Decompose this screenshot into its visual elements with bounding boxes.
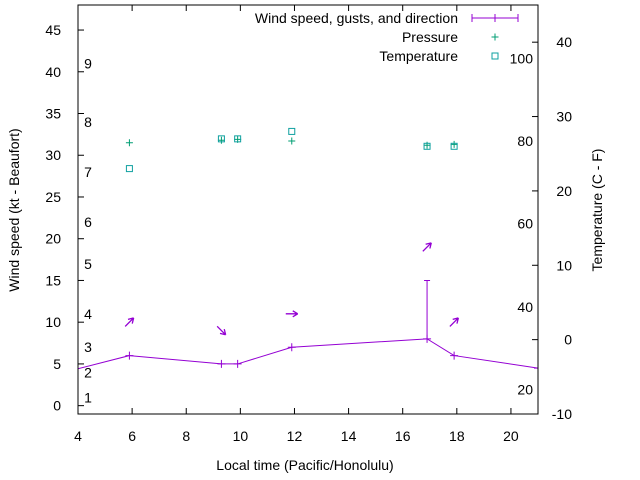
- pressure-point: [217, 136, 225, 144]
- beaufort-label: 8: [84, 114, 92, 130]
- y-tick-label: 15: [45, 272, 61, 288]
- y2-tick-label: 10: [556, 257, 572, 273]
- x-tick-label: 8: [182, 428, 190, 444]
- beaufort-label: 6: [84, 214, 92, 230]
- wind-direction-arrow-shape: [285, 310, 299, 318]
- plot-content: [60, 127, 538, 376]
- pressure-point: [423, 141, 431, 149]
- y-axis-title: Wind speed (kt - Beaufort): [6, 128, 22, 291]
- beaufort-label: 9: [84, 55, 92, 71]
- temperature-point: [125, 165, 133, 173]
- wind-speed-point: [233, 359, 242, 368]
- wind-direction-arrow: [422, 242, 432, 252]
- beaufort-label: 4: [84, 306, 92, 322]
- temperature-point: [217, 135, 225, 143]
- y2-axis-title: Temperature (C - F): [589, 149, 605, 272]
- wind-speed-point: [217, 359, 226, 368]
- legend-label-wind: Wind speed, gusts, and direction: [255, 10, 458, 26]
- beaufort-label: 3: [84, 339, 92, 355]
- wind-speed-line: [78, 338, 538, 370]
- legend-swatches: [471, 14, 519, 60]
- tick-labels-layer: 4 6 8 10 12 14 16 18 20051015202530354045-100102…: [45, 22, 572, 444]
- x-tick-label: 16: [395, 428, 411, 444]
- x-tick-label: 18: [449, 428, 465, 444]
- y2-tick-label: 0: [564, 332, 572, 348]
- y-tick-label: 25: [45, 189, 61, 205]
- x-tick-label: 14: [341, 428, 357, 444]
- y2-tick-label: 20: [556, 183, 572, 199]
- fahrenheit-label: 100: [510, 51, 534, 67]
- beaufort-label: 7: [84, 164, 92, 180]
- fahrenheit-label: 20: [517, 381, 533, 397]
- beaufort-label: 1: [84, 389, 92, 405]
- y-tick-label: 20: [45, 231, 61, 247]
- legend-label-temperature: Temperature: [379, 48, 458, 64]
- temperature-point: [450, 142, 458, 150]
- pressure-point: [450, 140, 458, 148]
- legend-swatch-wind-marks: [471, 14, 519, 22]
- ticks-layer: [77, 5, 538, 415]
- y-tick-label: 30: [45, 147, 61, 163]
- series-layer: [60, 127, 538, 376]
- x-axis-title: Local time (Pacific/Honolulu): [216, 457, 393, 473]
- legend-label-pressure: Pressure: [402, 29, 458, 45]
- temperature-point: [423, 142, 431, 150]
- y-tick-label: 35: [45, 106, 61, 122]
- fahrenheit-label: 80: [517, 133, 533, 149]
- wind-gust-bar: [424, 279, 431, 339]
- y2-tick-label: -10: [552, 406, 572, 422]
- wind-direction-arrow-shape: [422, 242, 432, 252]
- wind-speed-point: [125, 351, 134, 360]
- wind-speed-point: [60, 368, 68, 376]
- y-tick-label: 5: [53, 356, 61, 372]
- legend-swatch-temperature: [491, 52, 499, 60]
- y-tick-label: 45: [45, 22, 61, 38]
- wind-direction-arrow: [124, 317, 135, 327]
- x-tick-label: 12: [287, 428, 303, 444]
- beaufort-label: 2: [84, 364, 92, 380]
- x-tick-label: 4: [74, 428, 82, 444]
- wind-direction-arrow-shape: [449, 317, 459, 327]
- wind-speed-point: [534, 364, 538, 373]
- wind-direction-arrow: [216, 325, 227, 336]
- pressure-point: [288, 137, 296, 145]
- y2-tick-label: 40: [556, 34, 572, 50]
- fahrenheit-label: 60: [517, 216, 533, 232]
- wind-direction-arrow-shape: [124, 317, 135, 327]
- legend-swatch-pressure: [491, 33, 499, 41]
- x-tick-label: 20: [503, 428, 519, 444]
- wind-direction-arrow-shape: [216, 325, 227, 336]
- temperature-point: [288, 127, 296, 135]
- x-tick-label: 6: [128, 428, 136, 444]
- beaufort-label: 5: [84, 256, 92, 272]
- y-tick-label: 10: [45, 314, 61, 330]
- plot-frame: [77, 4, 539, 415]
- y-tick-label: 40: [45, 64, 61, 80]
- temperature-point: [234, 135, 242, 143]
- y-tick-label: 0: [53, 398, 61, 414]
- wind-speed-point: [287, 343, 296, 352]
- fahrenheit-label: 40: [517, 299, 533, 315]
- wind-direction-arrow: [449, 317, 459, 327]
- pressure-point: [125, 139, 133, 147]
- x-tick-label: 10: [233, 428, 249, 444]
- y2-tick-label: 30: [556, 109, 572, 125]
- wind-speed-point: [450, 351, 459, 360]
- wind-direction-arrow: [285, 310, 299, 318]
- legend: Wind speed, gusts, and direction Pressur…: [255, 10, 519, 64]
